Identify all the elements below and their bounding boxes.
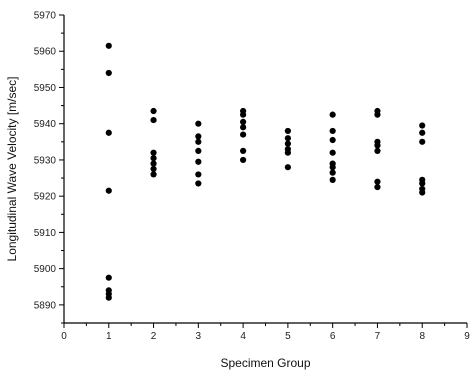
data-point xyxy=(240,124,247,131)
data-point xyxy=(105,274,112,281)
data-point xyxy=(374,142,381,149)
data-point xyxy=(284,127,291,135)
data-point xyxy=(240,131,247,138)
data-point xyxy=(150,107,157,115)
data-point xyxy=(329,136,336,144)
y-tick-label: 5920 xyxy=(34,192,57,203)
data-point xyxy=(419,180,426,187)
x-tick-label: 0 xyxy=(61,331,67,342)
data-point xyxy=(284,140,291,147)
x-tick-label: 3 xyxy=(196,331,202,342)
data-point xyxy=(329,127,336,135)
y-tick-label: 5960 xyxy=(34,47,57,58)
data-point xyxy=(240,156,247,164)
data-point xyxy=(284,135,291,142)
y-tick-label: 5910 xyxy=(34,228,57,239)
x-axis-title: Specimen Group xyxy=(220,356,310,370)
data-point xyxy=(284,149,291,156)
x-tick-label: 6 xyxy=(330,331,336,342)
data-point xyxy=(195,171,202,178)
data-point xyxy=(195,158,202,165)
x-tick-label: 2 xyxy=(151,331,157,342)
x-tick-label: 7 xyxy=(375,331,381,342)
x-tick-label: 4 xyxy=(240,331,246,342)
data-points xyxy=(105,42,426,301)
data-point xyxy=(374,147,381,154)
data-point xyxy=(329,149,336,156)
data-point xyxy=(195,120,202,127)
data-point xyxy=(195,147,202,154)
data-point xyxy=(329,169,336,176)
data-point xyxy=(329,176,336,183)
data-point xyxy=(374,111,381,118)
data-point xyxy=(105,294,112,301)
data-point xyxy=(419,138,426,145)
data-point xyxy=(105,69,112,77)
data-point xyxy=(150,116,157,124)
axes xyxy=(63,15,467,324)
ticks: 5890 5900 5910 5920 5930 5940 5950 5960 5970 0 1 2 3… xyxy=(34,11,470,343)
data-point xyxy=(329,111,336,118)
y-tick-label: 5930 xyxy=(34,155,57,166)
y-axis-title: Longitudinal Wave Velocity [m/sec] xyxy=(5,77,19,262)
data-point xyxy=(195,138,202,145)
data-point xyxy=(105,42,112,49)
data-point xyxy=(419,129,426,136)
data-point xyxy=(105,187,112,194)
y-tick-label: 5890 xyxy=(34,300,57,311)
data-point xyxy=(195,133,202,140)
data-point xyxy=(419,122,426,129)
data-point xyxy=(150,149,157,156)
data-point xyxy=(284,164,291,171)
y-tick-label: 5970 xyxy=(34,11,57,22)
data-point xyxy=(150,155,157,162)
data-point xyxy=(240,118,247,125)
y-tick-label: 5900 xyxy=(34,264,57,275)
y-tick-label: 5940 xyxy=(34,119,57,130)
data-point xyxy=(419,189,426,196)
data-point xyxy=(329,164,336,171)
x-tick-label: 1 xyxy=(106,331,112,342)
x-tick-label: 9 xyxy=(464,331,470,342)
data-point xyxy=(150,171,157,178)
data-point xyxy=(150,160,157,167)
x-tick-label: 8 xyxy=(419,331,425,342)
data-point xyxy=(374,184,381,191)
data-point xyxy=(105,129,112,136)
data-point xyxy=(374,178,381,185)
data-point xyxy=(240,147,247,154)
x-tick-label: 5 xyxy=(285,331,291,342)
data-point xyxy=(150,165,157,173)
data-point xyxy=(195,180,202,187)
y-tick-label: 5950 xyxy=(34,83,57,94)
data-point xyxy=(240,111,247,118)
